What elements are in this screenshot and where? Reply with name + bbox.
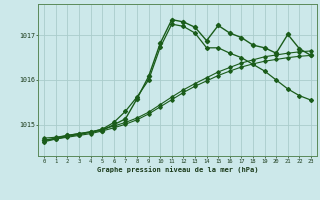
X-axis label: Graphe pression niveau de la mer (hPa): Graphe pression niveau de la mer (hPa) [97, 166, 258, 173]
